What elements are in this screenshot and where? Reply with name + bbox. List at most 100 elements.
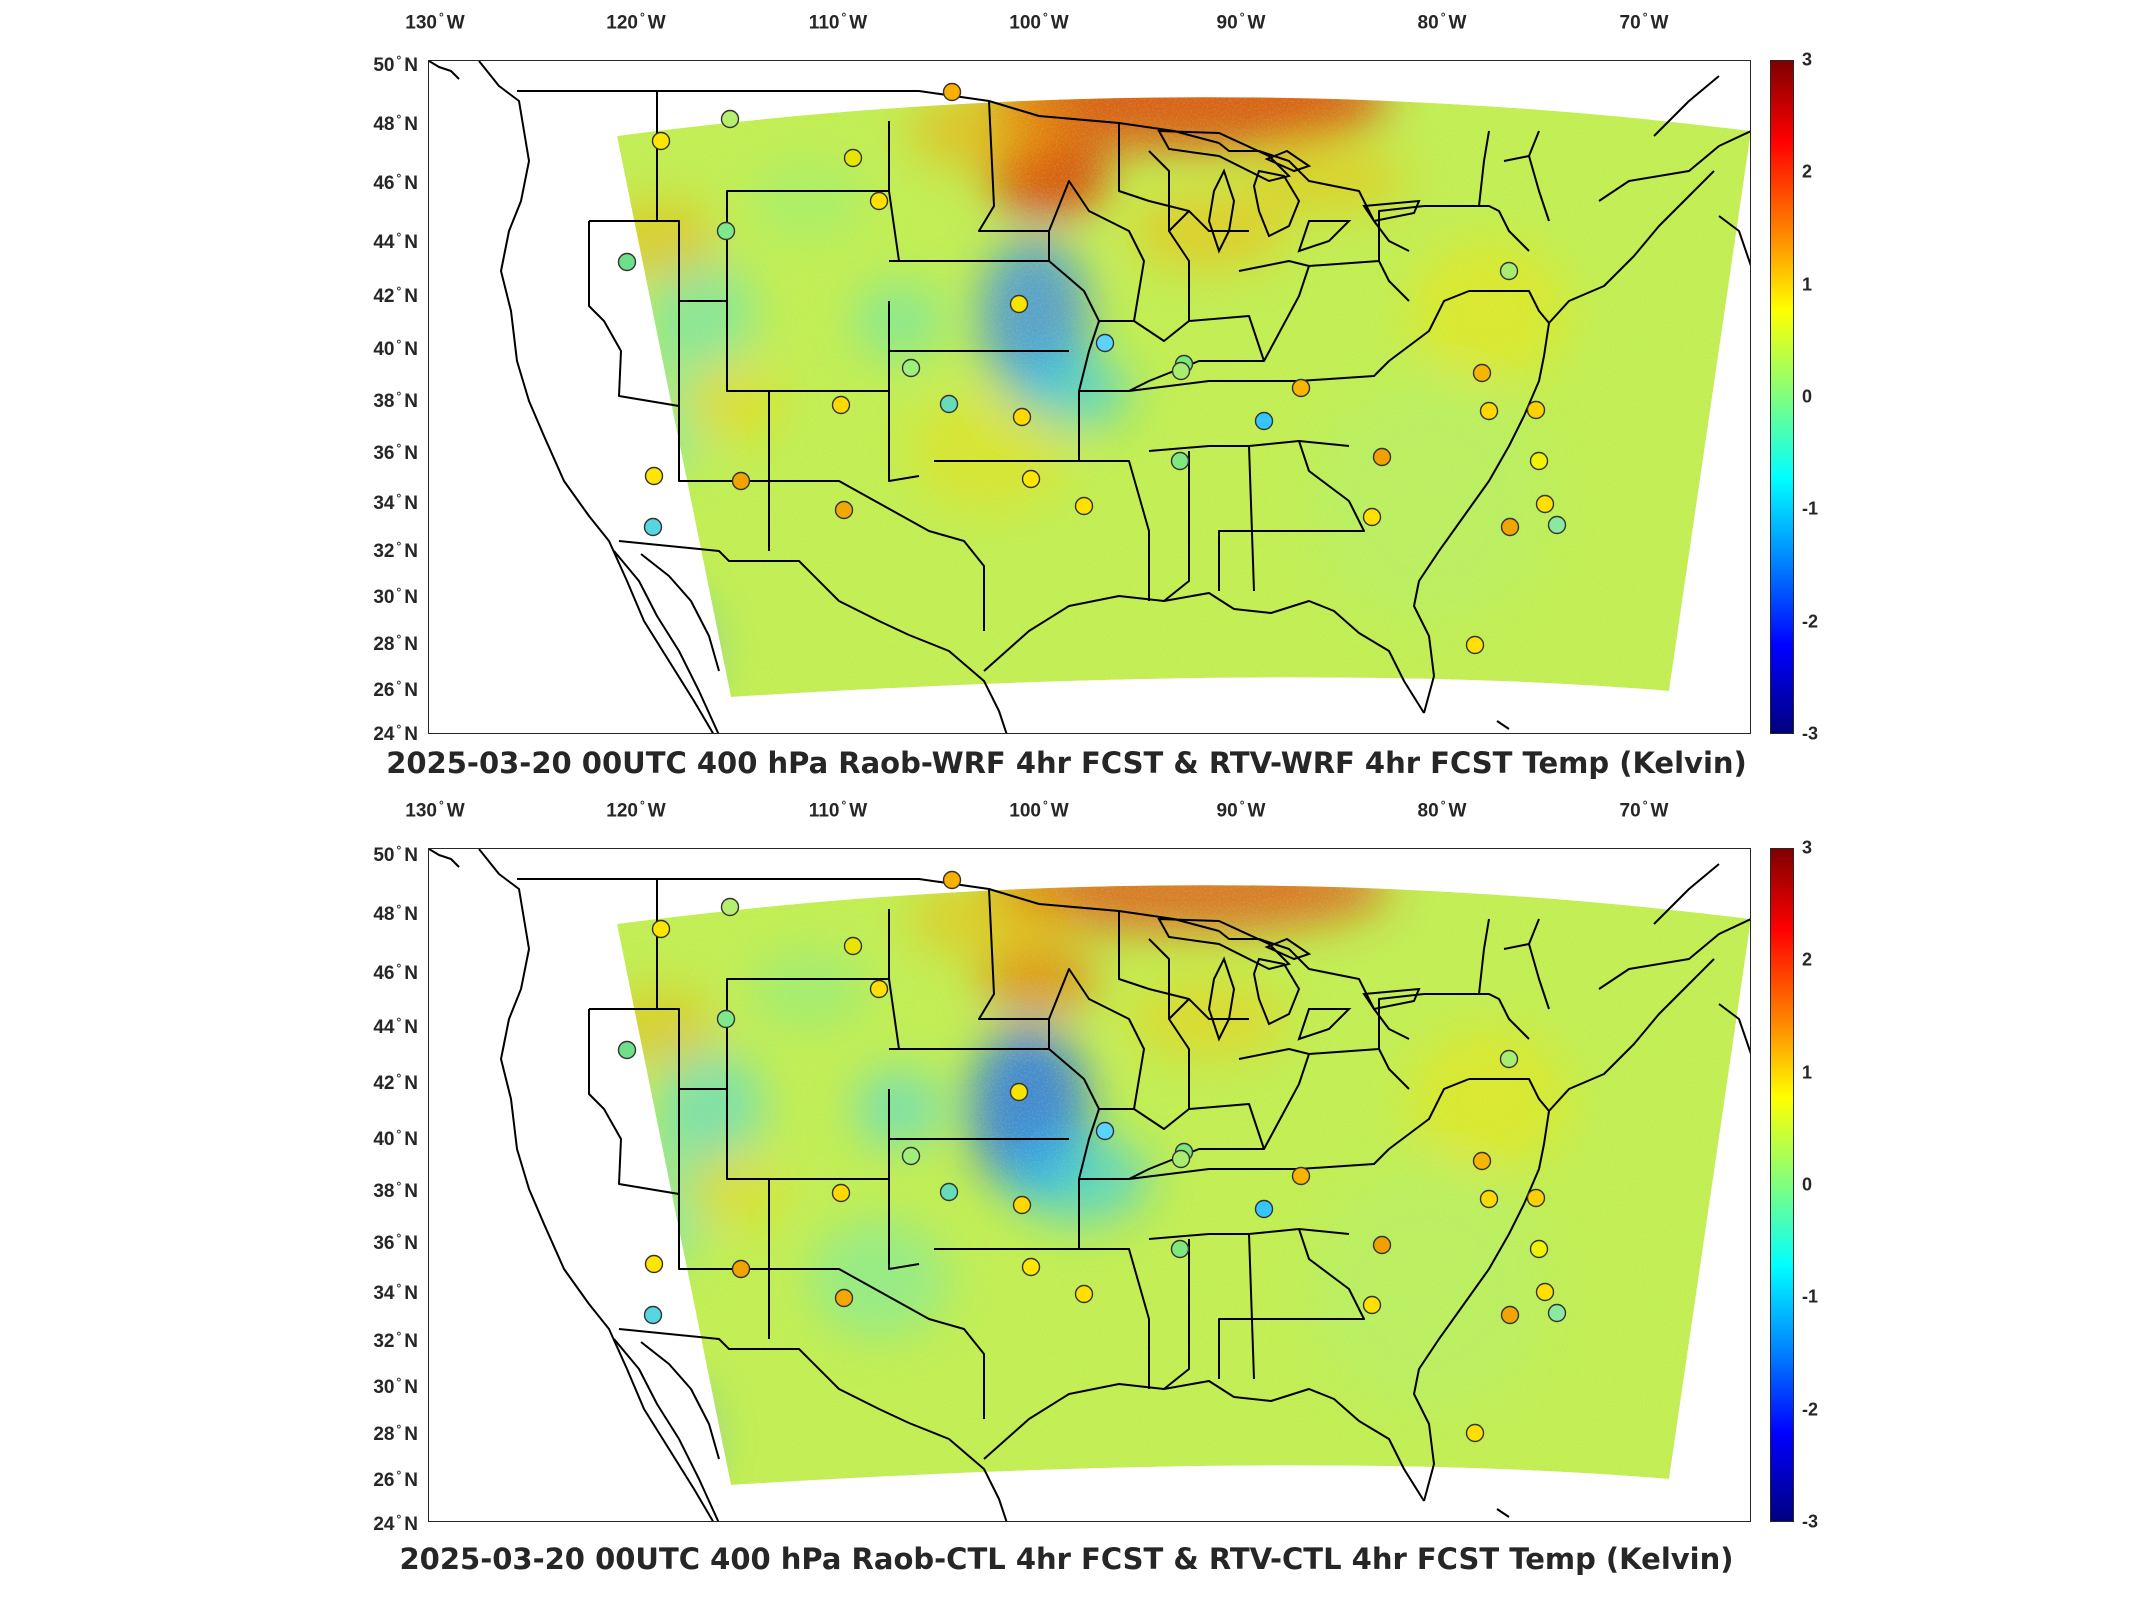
colorbar-tick-label: 2 <box>1802 161 1813 182</box>
lat-tick-label: 44 ° N <box>373 229 418 254</box>
lat-tick-label: 32 ° N <box>373 1328 418 1353</box>
raob-station-marker <box>651 919 671 939</box>
lon-tick-label: 100 ° W <box>1009 798 1069 822</box>
lat-tick-label: 38 ° N <box>373 388 418 413</box>
lat-tick-label: 40 ° N <box>373 336 418 361</box>
raob-station-marker <box>831 1183 851 1203</box>
raob-station-marker <box>901 1146 921 1166</box>
lat-tick-label: 40 ° N <box>373 1126 418 1151</box>
panel-top: 130 ° W 120 ° W 110 ° W 100 ° W 90 ° W 80 ° W 70 ° W 50 ° N 48 °… <box>0 0 2133 790</box>
raob-station-marker <box>1526 1188 1546 1208</box>
raob-station-marker <box>731 1259 751 1279</box>
map-canvas-bottom <box>429 849 1750 1521</box>
lon-tick-label: 70 ° W <box>1619 10 1669 34</box>
raob-station-marker <box>1171 361 1191 381</box>
raob-station-marker <box>1074 1284 1094 1304</box>
colorbar-tick-label: -2 <box>1802 611 1819 632</box>
lon-tick-label: 80 ° W <box>1417 10 1467 34</box>
colorbar-tick-label: 0 <box>1802 1174 1813 1195</box>
raob-station-marker <box>901 358 921 378</box>
colorbar-tick-label: -1 <box>1802 1286 1819 1307</box>
raob-station-marker <box>1372 1235 1392 1255</box>
raob-station-marker <box>1170 451 1190 471</box>
raob-station-marker <box>1291 378 1311 398</box>
raob-station-marker <box>1009 294 1029 314</box>
colorbar-tick-label: -3 <box>1802 1511 1819 1532</box>
raob-station-marker <box>834 1288 854 1308</box>
raob-station-marker <box>1547 515 1567 535</box>
raob-station-marker <box>843 936 863 956</box>
lon-tick-label: 110 ° W <box>808 10 868 34</box>
raob-station-marker <box>1012 407 1032 427</box>
raob-station-marker <box>1074 496 1094 516</box>
lon-tick-label: 110 ° W <box>808 798 868 822</box>
colorbar-tick-label: 1 <box>1802 1062 1813 1083</box>
lon-tick-label: 100 ° W <box>1009 10 1069 34</box>
lat-tick-label: 28 ° N <box>373 631 418 656</box>
panel-title-top: 2025-03-20 00UTC 400 hPa Raob-WRF 4hr FC… <box>386 746 1747 780</box>
raob-station-marker <box>1009 1082 1029 1102</box>
raob-station-marker <box>1479 1189 1499 1209</box>
great-lakes <box>1157 129 1421 254</box>
lat-tick-label: 48 ° N <box>373 111 418 136</box>
raob-station-marker <box>643 1305 663 1325</box>
lat-tick-label: 38 ° N <box>373 1178 418 1203</box>
raob-station-marker <box>720 109 740 129</box>
lat-tick-label: 36 ° N <box>373 1230 418 1255</box>
raob-station-marker <box>720 897 740 917</box>
lat-tick-label: 46 ° N <box>373 960 418 985</box>
raob-station-marker <box>1499 1049 1519 1069</box>
lat-tick-label: 36 ° N <box>373 440 418 465</box>
lon-tick-label: 120 ° W <box>606 798 666 822</box>
raob-station-marker <box>1526 400 1546 420</box>
raob-station-marker <box>843 148 863 168</box>
lon-tick-label: 130 ° W <box>405 10 465 34</box>
colorbar-top <box>1770 60 1794 734</box>
raob-station-marker <box>644 1254 664 1274</box>
raob-station-marker <box>1372 447 1392 467</box>
raob-station-marker <box>1465 635 1485 655</box>
raob-station-marker <box>1535 494 1555 514</box>
raob-station-marker <box>1095 333 1115 353</box>
raob-station-marker <box>1547 1303 1567 1323</box>
raob-station-marker <box>1529 451 1549 471</box>
raob-station-marker <box>1254 1199 1274 1219</box>
lat-tick-label: 28 ° N <box>373 1421 418 1446</box>
lat-tick-label: 50 ° N <box>373 52 418 77</box>
raob-station-marker <box>1472 363 1492 383</box>
raob-station-marker <box>942 82 962 102</box>
lat-tick-label: 42 ° N <box>373 283 418 308</box>
lat-tick-label: 34 ° N <box>373 490 418 515</box>
lat-tick-label: 26 ° N <box>373 1467 418 1492</box>
lon-tick-label: 70 ° W <box>1619 798 1669 822</box>
lat-tick-label: 44 ° N <box>373 1014 418 1039</box>
raob-station-marker <box>1012 1195 1032 1215</box>
raob-station-marker <box>831 395 851 415</box>
lat-tick-label: 30 ° N <box>373 1374 418 1399</box>
raob-station-marker <box>1529 1239 1549 1259</box>
raob-station-marker <box>617 1040 637 1060</box>
raob-station-marker <box>1021 1257 1041 1277</box>
lat-tick-label: 50 ° N <box>373 842 418 867</box>
raob-station-marker <box>617 252 637 272</box>
raob-station-marker <box>1171 1149 1191 1169</box>
colorbar-tick-label: 2 <box>1802 949 1813 970</box>
raob-stations <box>617 82 1567 655</box>
raob-station-marker <box>731 471 751 491</box>
raob-station-marker <box>716 221 736 241</box>
lon-tick-label: 130 ° W <box>405 798 465 822</box>
panel-bottom: 130 ° W 120 ° W 110 ° W 100 ° W 90 ° W 80 ° W 70 ° W 50 ° N 48 °… <box>0 790 2133 1600</box>
raob-station-marker <box>834 500 854 520</box>
colorbar-bottom <box>1770 848 1794 1522</box>
raob-station-marker <box>716 1009 736 1029</box>
map-bottom <box>428 848 1751 1522</box>
raob-station-marker <box>1499 261 1519 281</box>
raob-station-marker <box>1254 411 1274 431</box>
raob-station-marker <box>1170 1239 1190 1259</box>
lon-tick-label: 90 ° W <box>1216 10 1266 34</box>
map-top <box>428 60 1751 734</box>
raob-station-marker <box>1535 1282 1555 1302</box>
lat-tick-label: 24 ° N <box>373 1511 418 1536</box>
lat-tick-label: 42 ° N <box>373 1070 418 1095</box>
raob-station-marker <box>942 870 962 890</box>
